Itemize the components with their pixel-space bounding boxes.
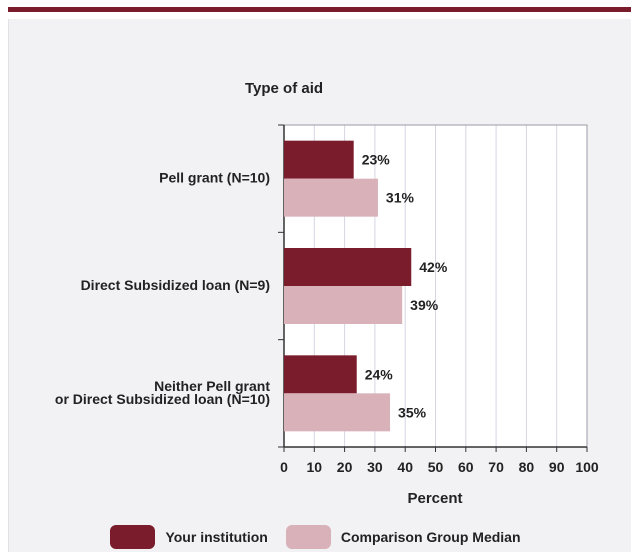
chart-title: Type of aid [245,80,323,97]
x-tick-label-20: 20 [337,459,353,475]
x-tick-label-50: 50 [428,459,444,475]
x-tick-label-100: 100 [575,459,599,475]
data-label-your-institution-2: 24% [365,366,394,382]
x-tick-label-10: 10 [307,459,323,475]
legend-label-your-institution: Your institution [165,528,268,545]
category-label-2-0: Neither Pell grant [154,378,270,394]
bar-your-institution-1 [284,248,412,286]
bar-your-institution-0 [284,140,354,179]
data-label-comparison-median-1: 39% [410,297,439,313]
legend-label-comparison-group: Comparison Group Median [340,528,521,545]
aid-type-chart: 0 10 20 30 40 50 60 70 80 90 100 Type of aid Percent… [55,80,599,507]
x-tick-label-90: 90 [549,459,565,475]
bar-your-institution-2 [284,355,357,394]
data-label-your-institution-0: 23% [362,152,391,168]
data-label-your-institution-1: 42% [419,259,448,275]
x-tick-label-70: 70 [488,459,504,475]
category-label-2-1: or Direct Subsidized loan (N=10) [55,391,270,407]
bar-comparison-median-2 [284,393,391,432]
bar-comparison-median-0 [284,178,378,217]
x-axis-title: Percent [407,490,462,507]
x-tick-label-40: 40 [397,459,413,475]
category-label-1-0: Direct Subsidized loan (N=9) [81,277,270,293]
legend-item-comparison-group: Comparison Group Median [285,524,521,549]
x-tick-label-80: 80 [519,459,535,475]
data-label-comparison-median-2: 35% [398,404,427,420]
x-tick-label-0: 0 [280,459,288,475]
bar-comparison-median-1 [284,286,403,324]
legend-item-your-institution: Your institution [110,524,268,549]
legend-swatch-comparison-group [285,524,331,549]
top-rule [8,7,631,12]
category-label-0-0: Pell grant (N=10) [159,170,270,186]
legend-swatch-your-institution [110,524,156,549]
data-label-comparison-median-0: 31% [386,190,415,206]
legend: Your institution Comparison Group Median [0,521,631,552]
x-tick-label-60: 60 [458,459,474,475]
x-tick-label-30: 30 [367,459,383,475]
